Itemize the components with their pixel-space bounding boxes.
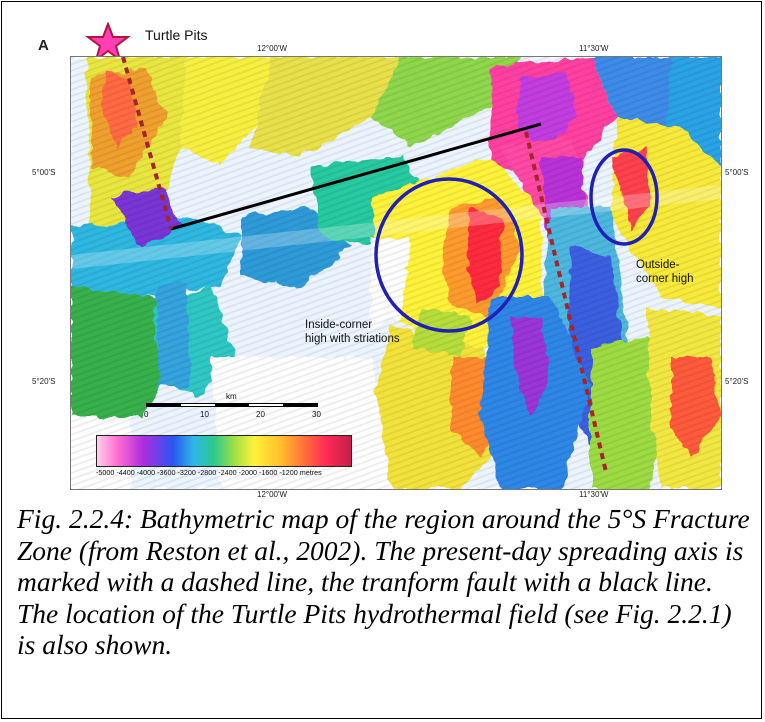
star-icon <box>84 21 132 67</box>
inside-label-line-1: Inside-corner <box>305 319 373 331</box>
outside-label-line-2: corner high <box>636 273 694 285</box>
bottom-lon-label-1: 12°00'W <box>257 490 288 499</box>
top-lon-label-2: 11°30'W <box>579 44 609 53</box>
bottom-lon-label-2: 11°30'W <box>579 490 609 499</box>
scale-tick-10: 10 <box>200 410 209 419</box>
bathymetry-map <box>70 56 722 490</box>
scale-bar-graphic <box>146 403 318 407</box>
left-lat-label-1: 5°00'S <box>32 168 56 177</box>
spreading-axis-dashed-lines <box>121 57 608 473</box>
highlight-ellipses <box>374 148 659 333</box>
right-lat-label-2: 5°20'S <box>725 377 749 386</box>
left-lat-label-2: 5°20'S <box>32 377 56 386</box>
inside-label-line-2: high with striations <box>305 333 400 345</box>
colorbar-labels: -5000 -4400 -4000 -3600 -3200 -2800 -240… <box>96 468 322 477</box>
outside-corner-label: Outside- corner high <box>636 258 694 286</box>
scale-tick-30: 30 <box>312 410 321 419</box>
turtle-pits-label: Turtle Pits <box>145 27 208 43</box>
inside-corner-label: Inside-corner high with striations <box>305 318 400 346</box>
scale-unit: km <box>226 392 237 401</box>
right-lat-label-1: 5°00'S <box>725 168 749 177</box>
outside-label-line-1: Outside- <box>636 259 680 271</box>
top-lon-label-1: 12°00'W <box>257 44 288 53</box>
panel-letter: A <box>38 37 49 54</box>
depth-colorbar <box>96 435 352 467</box>
scale-tick-0: 0 <box>144 410 149 419</box>
scale-bar: km 0 10 20 30 <box>144 392 321 426</box>
transform-fault-line <box>170 122 542 231</box>
scale-tick-20: 20 <box>256 410 265 419</box>
figure-caption: Fig. 2.2.4: Bathymetric map of the regio… <box>17 503 750 660</box>
